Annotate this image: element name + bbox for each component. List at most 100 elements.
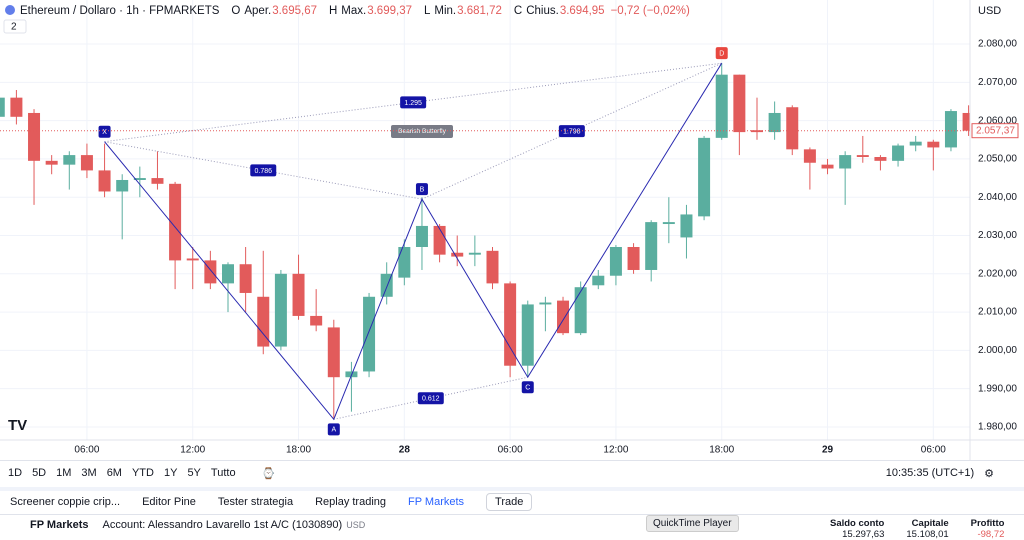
candle-body — [239, 264, 252, 293]
ratio-box — [558, 125, 585, 138]
indicator-count[interactable]: 2 — [11, 22, 17, 33]
pattern-point — [715, 47, 728, 60]
candle-body — [363, 296, 376, 372]
timeframe[interactable]: 1Y — [163, 467, 178, 479]
timeframe[interactable]: 5D — [32, 467, 47, 479]
timeframe[interactable]: YTD — [131, 467, 154, 479]
candle-body — [680, 214, 693, 238]
timeframe-bar: 1D 5D 1M 3M 6M YTD 1Y 5Y Tutto ⌚ 10:35:35 (UTC+1) ⚙ — [0, 460, 1024, 485]
tab[interactable]: Editor Pine — [142, 496, 196, 508]
candle-body — [856, 155, 869, 158]
pattern-point-label: A — [331, 427, 336, 434]
stat: Saldo conto 15.297,63 — [830, 518, 884, 540]
candle-body — [327, 327, 340, 378]
candle-body — [786, 107, 799, 150]
candle-body — [539, 302, 552, 305]
y-tick-label: 2.030,00 — [978, 230, 1017, 241]
app-tooltip: QuickTime Player — [646, 515, 739, 532]
pattern-line — [104, 62, 723, 421]
y-tick-label: 2.050,00 — [978, 154, 1017, 165]
timeframe[interactable]: 1D — [8, 467, 23, 479]
footer: FP Markets Account: Alessandro Lavarello… — [0, 514, 1024, 540]
x-tick-label: 06:00 — [74, 445, 99, 456]
y-tick-label: 2.020,00 — [978, 268, 1017, 279]
y-tick-label: 2.060,00 — [978, 115, 1017, 126]
tab[interactable]: Tester strategia — [217, 496, 294, 508]
candle-body — [10, 97, 23, 117]
timeframe[interactable]: 6M — [106, 467, 122, 479]
header: Ethereum / Dollaro · 1h · FPMARKETS O Aper… — [20, 5, 690, 17]
candle-body — [221, 264, 234, 284]
candle-body — [486, 250, 499, 284]
y-tick-label: 1.990,00 — [978, 383, 1017, 394]
logo: TV — [8, 417, 27, 434]
ohlc-key: L — [424, 5, 431, 17]
pattern-point-label: X — [102, 129, 107, 136]
candle-body — [151, 178, 164, 184]
ohlc-name: Aper. — [244, 5, 271, 17]
candle-body — [63, 155, 76, 165]
candle-body — [504, 283, 517, 366]
clock: 10:35:35 (UTC+1) — [885, 467, 975, 479]
y-tick-label: 2.080,00 — [978, 39, 1017, 50]
candle-body — [204, 260, 217, 284]
broker[interactable]: FP Markets — [30, 519, 89, 531]
candle-body — [468, 252, 481, 255]
candle-body — [415, 225, 428, 247]
tab[interactable]: Screener coppie crip... — [10, 496, 121, 508]
candle-body — [433, 225, 446, 255]
ohlc-name: Min. — [434, 5, 456, 17]
candle-body — [574, 287, 587, 334]
candle-body — [133, 178, 146, 180]
candle-body — [839, 155, 852, 169]
candle-body — [451, 252, 464, 257]
timeframe[interactable]: 3M — [81, 467, 97, 479]
symbol-icon — [5, 5, 15, 15]
candle-body — [803, 149, 816, 163]
indicator-toggle[interactable] — [3, 19, 27, 34]
tab[interactable]: Trade — [486, 493, 533, 511]
x-tick-label: 18:00 — [709, 445, 734, 456]
candle-body — [892, 145, 905, 161]
candle-body — [274, 273, 287, 347]
candle-body — [821, 164, 834, 169]
stat: Capitale 15.108,01 — [906, 518, 948, 540]
timeframe[interactable]: 5Y — [187, 467, 201, 479]
ratio-line — [421, 62, 722, 200]
x-tick-label: 12:00 — [180, 445, 205, 456]
y-tick-label: 2.070,00 — [978, 77, 1017, 88]
stat: Profitto -98,72 — [971, 518, 1005, 540]
pattern-point-label: B — [420, 186, 425, 193]
tab[interactable]: FP Markets — [408, 496, 465, 508]
pattern-point — [415, 183, 428, 196]
timeframe[interactable]: Tutto — [210, 467, 236, 479]
candle-body — [398, 246, 411, 278]
y-tick-label: 2.040,00 — [978, 192, 1017, 203]
candle-body — [944, 111, 957, 148]
ratio-box — [417, 392, 444, 405]
last-price-label: 2.057,37 — [976, 125, 1015, 136]
candle-body — [715, 74, 728, 138]
candle-body — [768, 112, 781, 133]
currency[interactable]: USD — [978, 5, 1001, 17]
ohlc-key: O — [231, 5, 240, 17]
pattern-point — [98, 125, 111, 138]
x-tick-label: 18:00 — [286, 445, 311, 456]
candle-body — [627, 246, 640, 270]
candle-body — [927, 141, 940, 148]
candle-body — [292, 273, 305, 316]
symbol: Ethereum / Dollaro · 1h · FPMARKETS — [20, 5, 220, 17]
timeframe[interactable]: 1M — [56, 467, 72, 479]
x-tick-label: 29 — [822, 445, 834, 456]
tab-bar: Screener coppie crip... Editor Pine Tester… — [0, 487, 1024, 513]
account-currency: USD — [346, 520, 366, 530]
ohlc-key: H — [329, 5, 337, 17]
candle-body — [592, 275, 605, 286]
candle-body — [45, 160, 58, 165]
candle-body — [116, 179, 129, 192]
tab[interactable]: Replay trading — [315, 496, 387, 508]
account[interactable]: Account: Alessandro Lavarello 1st A/C (1… — [102, 519, 343, 531]
ratio-label: 0.786 — [254, 168, 272, 175]
candle-body — [733, 74, 746, 133]
